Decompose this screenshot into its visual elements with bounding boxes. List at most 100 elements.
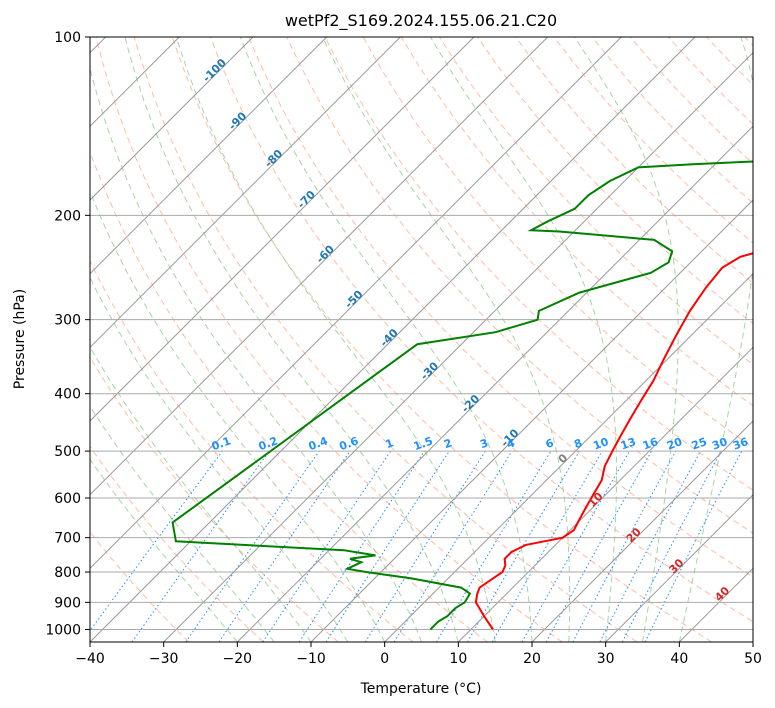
x-tick-label: −10 — [296, 651, 326, 667]
mixing-ratio-line — [131, 450, 270, 642]
mixing-ratio-label: 4 — [505, 436, 517, 451]
mixing-ratio-label: 25 — [690, 435, 709, 452]
x-axis-label: Temperature (°C) — [360, 681, 482, 697]
mixing-ratio-label: 16 — [641, 435, 660, 453]
moist-adiabat — [574, 37, 679, 642]
dry-adiabat — [210, 37, 753, 623]
y-tick-label: 600 — [54, 491, 81, 507]
mixing-ratio-label: 3 — [478, 436, 490, 451]
isotherm-line — [90, 37, 549, 496]
mixing-ratio-label: 0.6 — [338, 434, 361, 453]
background-lines — [90, 37, 753, 642]
moist-adiabat — [175, 37, 496, 642]
isotherm-line — [236, 125, 753, 642]
dry-adiabat — [248, 37, 753, 578]
dry-adiabat — [133, 37, 638, 642]
chart-title: wetPf2_S169.2024.155.06.21.C20 — [285, 11, 557, 31]
x-tick-label: 10 — [449, 651, 467, 667]
x-tick-label: −30 — [149, 651, 179, 667]
y-tick-label: 800 — [54, 565, 81, 581]
moist-adiabat — [90, 65, 422, 642]
isotherm-line — [605, 493, 753, 642]
y-tick-label: 100 — [54, 30, 81, 46]
isotherm-line — [457, 346, 753, 642]
isotherm-line — [90, 37, 328, 275]
mixing-ratio-line — [325, 450, 450, 642]
mixing-ratio-line — [262, 450, 392, 642]
x-tick-label: 30 — [597, 651, 615, 667]
dry-adiabat — [95, 37, 563, 642]
dry-adiabat — [286, 37, 753, 534]
mixing-ratio-line — [545, 450, 653, 642]
y-tick-label: 900 — [54, 595, 81, 611]
mixing-ratio-line — [521, 450, 630, 642]
mixing-ratio-label: 10 — [591, 435, 610, 453]
plot-frame — [89, 36, 754, 643]
dewpoint-line — [171, 160, 753, 631]
dry-adiabat — [515, 37, 753, 284]
mixing-ratio-label: 36 — [731, 435, 750, 453]
isotherm-line — [384, 272, 753, 642]
moist-adiabat — [322, 37, 571, 642]
mixing-ratio-label: 0.1 — [210, 434, 233, 453]
moist-adiabat — [90, 458, 238, 642]
y-axis-ticks: 100 200 300 400 500 600 700 800 900 1000 — [45, 30, 90, 638]
x-axis-ticks: −40 −30 −20 −10 0 10 20 30 40 50 — [75, 642, 762, 667]
moist-adiabat — [239, 37, 533, 642]
mixing-ratio-label: 2 — [442, 436, 454, 451]
dry-adiabat — [90, 445, 264, 642]
mixing-ratio-label: 0.4 — [307, 434, 330, 453]
x-tick-label: −40 — [75, 651, 105, 667]
y-tick-label: 1000 — [45, 622, 81, 638]
mixing-ratio-label: 1.5 — [412, 434, 435, 453]
moist-adiabat — [90, 276, 349, 642]
y-tick-label: 200 — [54, 208, 81, 224]
x-tick-label: 20 — [523, 651, 541, 667]
mixing-ratio-line — [572, 450, 677, 642]
y-axis-label: Pressure (hPa) — [12, 289, 28, 389]
mixing-ratio-line — [298, 450, 425, 642]
dry-adiabat — [324, 37, 753, 491]
x-tick-label: 0 — [380, 651, 389, 667]
mixing-ratio-line — [90, 450, 223, 632]
mixing-ratio-label: 1 — [384, 436, 396, 451]
mixing-ratio-label: 13 — [619, 435, 638, 452]
moist-adiabat — [90, 405, 275, 642]
isotherm-line — [90, 37, 622, 570]
mixing-ratio-label: 20 — [665, 435, 684, 453]
mixing-ratio-line — [393, 450, 513, 642]
y-tick-label: 700 — [54, 531, 81, 547]
isotherm-line — [90, 37, 475, 422]
y-tick-label: 500 — [54, 444, 81, 460]
dry-adiabat — [171, 37, 712, 642]
isotherm-line — [531, 420, 753, 642]
moist-adiabat — [678, 37, 753, 642]
mixing-ratio-label: 0.2 — [257, 434, 280, 453]
temperature-line — [474, 252, 753, 630]
x-tick-label: 40 — [670, 651, 688, 667]
dry-adiabat — [90, 356, 339, 642]
mixing-ratio-label: 8 — [572, 436, 584, 451]
isotherm-line — [90, 37, 254, 201]
mixing-ratio-label: 6 — [544, 436, 556, 451]
moist-adiabat — [124, 37, 459, 642]
grid-lines — [90, 37, 753, 642]
mixing-ratio-line — [218, 450, 351, 642]
dry-adiabat — [90, 259, 414, 642]
moist-adiabat — [90, 189, 386, 642]
y-tick-label: 400 — [54, 387, 81, 403]
x-tick-label: 50 — [744, 651, 762, 667]
isotherm-line — [163, 51, 753, 642]
moist-adiabat — [430, 37, 617, 642]
mixing-ratio-label: 30 — [710, 435, 729, 453]
mixing-ratio-line — [644, 450, 743, 642]
y-tick-label: 300 — [54, 313, 81, 329]
x-tick-label: −20 — [223, 651, 253, 667]
isotherm-line — [90, 37, 401, 349]
mixing-ratio-line — [185, 450, 320, 642]
isotherm-line — [310, 199, 753, 642]
series-lines — [171, 160, 753, 631]
